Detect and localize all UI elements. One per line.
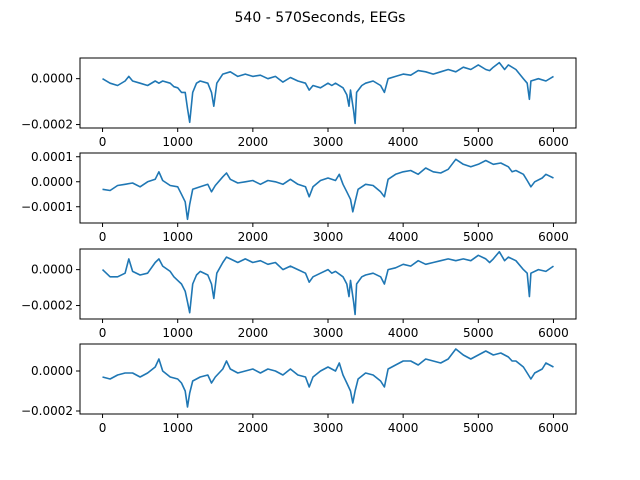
- x-tick-label: 6000: [538, 326, 569, 340]
- axes-frame: [79, 343, 577, 415]
- x-tick-label: 5000: [463, 230, 494, 244]
- x-tick-label: 1000: [162, 230, 193, 244]
- x-tick-label: 4000: [388, 135, 419, 149]
- y-tick-label: −0.0002: [21, 404, 73, 418]
- y-tick-label: 0.0000: [31, 263, 73, 277]
- subplot-1: 0 1000 2000 3000 4000 5000 6000 −0.0002 0.0000: [21, 57, 577, 149]
- x-tick-label: 3000: [313, 326, 344, 340]
- y-tick-label: −0.0002: [21, 299, 73, 313]
- x-tick-label: 6000: [538, 421, 569, 435]
- y-tick-label: 0.0000: [31, 72, 73, 86]
- x-tick-label: 0: [99, 135, 107, 149]
- eeg-series-line-1: [102, 61, 554, 125]
- y-tick-label: 0.0000: [31, 364, 73, 378]
- chart-title: 540 - 570Seconds, EEGs: [235, 10, 406, 26]
- x-tick-label: 4000: [388, 230, 419, 244]
- x-tick-label: 1000: [162, 326, 193, 340]
- x-tick-label: 2000: [238, 135, 269, 149]
- x-tick-label: 6000: [538, 135, 569, 149]
- y-tick-label: 0.0000: [31, 175, 73, 189]
- x-tick-label: 2000: [238, 230, 269, 244]
- axes-frame: [79, 57, 577, 129]
- x-tick-label: 5000: [463, 326, 494, 340]
- x-tick-label: 0: [99, 326, 107, 340]
- eeg-panels: 0 1000 2000 3000 4000 5000 6000 −0.0002 0.0000 0 1…: [21, 57, 577, 435]
- x-tick-label: 5000: [463, 421, 494, 435]
- x-tick-label: 0: [99, 421, 107, 435]
- subplot-3: 0 1000 2000 3000 4000 5000 6000 −0.0002 0.0000: [21, 248, 577, 340]
- x-tick-label: 6000: [538, 230, 569, 244]
- subplot-4: 0 1000 2000 3000 4000 5000 6000 −0.0002 0.0000: [21, 343, 577, 435]
- eeg-series-line-2: [102, 158, 554, 221]
- x-tick-label: 5000: [463, 135, 494, 149]
- subplot-2: 0 1000 2000 3000 4000 5000 6000 −0.0001 0.0000 0.…: [21, 150, 577, 244]
- x-tick-label: 2000: [238, 421, 269, 435]
- x-tick-label: 1000: [162, 421, 193, 435]
- x-tick-label: 1000: [162, 135, 193, 149]
- y-tick-label: −0.0002: [21, 118, 73, 132]
- x-tick-label: 2000: [238, 326, 269, 340]
- x-tick-label: 3000: [313, 421, 344, 435]
- y-tick-label: −0.0001: [21, 200, 73, 214]
- eeg-series-line-3: [101, 250, 554, 316]
- eeg-series-line-4: [102, 348, 554, 408]
- x-tick-label: 0: [99, 230, 107, 244]
- x-tick-label: 3000: [313, 135, 344, 149]
- x-tick-label: 3000: [313, 230, 344, 244]
- x-tick-label: 4000: [388, 421, 419, 435]
- y-tick-label: 0.0001: [31, 150, 73, 164]
- axes-frame: [79, 248, 577, 320]
- x-tick-label: 4000: [388, 326, 419, 340]
